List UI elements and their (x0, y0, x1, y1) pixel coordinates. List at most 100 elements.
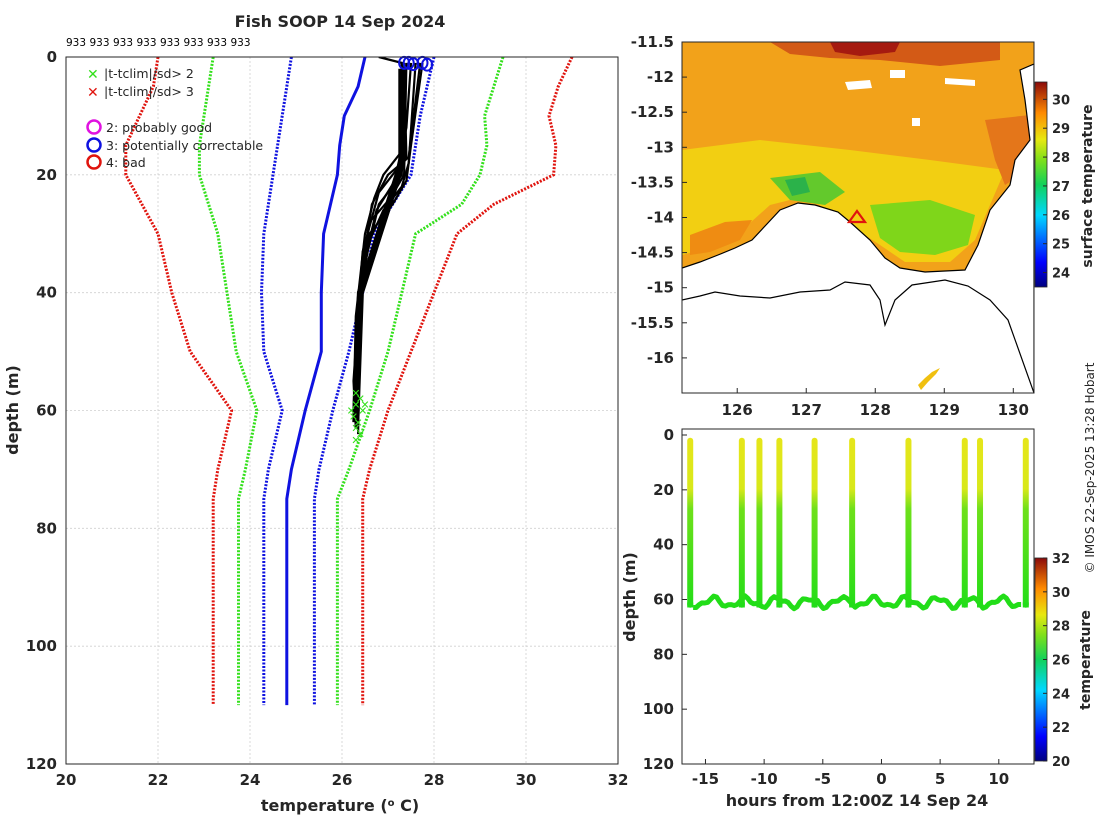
flag2sd-point: ✕ (356, 393, 365, 406)
section-x-tick-label: -10 (751, 770, 778, 788)
map-colorbar-tick-label: 30 (1052, 93, 1070, 108)
profile-count: 933 (160, 37, 180, 49)
profile-count: 933 (137, 37, 157, 49)
section-x-tick-label: 0 (876, 770, 886, 788)
map-x-tick-label: 126 (722, 401, 753, 419)
section-x-tick-label: 10 (988, 770, 1009, 788)
profile-xlabel: temperature (o C) (261, 796, 419, 815)
map-field (682, 42, 1034, 393)
y-tick-label: 40 (36, 284, 57, 302)
clim-3sd-high (361, 57, 574, 706)
profile-count: 933 (207, 37, 227, 49)
map-grid (682, 41, 1014, 393)
legend-flag4-icon (86, 154, 102, 170)
profile-count: 933 (90, 37, 110, 49)
section-colorbar-tick-label: 26 (1052, 654, 1070, 669)
map-y-tick-label: -12 (647, 68, 674, 86)
section-cast (977, 437, 984, 608)
clim-2sd-low (197, 57, 259, 706)
section-y-tick-label: 60 (653, 591, 674, 609)
section-colorbar-ticks: 20 22 24 26 28 30 32 (1043, 552, 1070, 770)
x-tick-label: 30 (516, 771, 537, 789)
flag2sd-point: ✕ (351, 434, 360, 447)
flag2sd-point: ✕ (358, 405, 367, 418)
map-y-tick-label: -14.5 (631, 244, 674, 262)
map-y-tick-label: -15 (647, 279, 674, 297)
section-colorbar-tick-label: 24 (1052, 687, 1070, 702)
ship-position-icon (846, 209, 868, 224)
climatology-lines (124, 57, 574, 706)
map-colorbar-tick-label: 28 (1052, 151, 1070, 166)
section-x-tick-label: 5 (935, 770, 945, 788)
profile-bundle (352, 68, 406, 423)
temperature-profile (352, 62, 422, 429)
map-ticks: 126 127 128 129 130 -11.5 -12 -12.5 -13 -13.5 -14 -… (631, 33, 1029, 419)
section-colorbar-tick-label: 28 (1052, 620, 1070, 635)
y-tick-label: 0 (47, 48, 57, 66)
section-colorbar-tick-label: 32 (1052, 552, 1070, 567)
profile-counts: 933 933 933 933 933 933 933 933 (66, 37, 251, 49)
flag2sd-point: ✕ (351, 422, 360, 435)
green-patch-east (870, 200, 975, 255)
profile-axes-box (65, 56, 619, 765)
map-y-tick-label: -13 (647, 138, 674, 156)
section-cast (687, 437, 694, 608)
map-y-tick-label: -12.5 (631, 103, 674, 121)
offshore-pixels (918, 368, 940, 390)
profile-count: 933 (113, 37, 133, 49)
map-y-tick-label: -16 (647, 349, 674, 367)
section-y-tick-label: 120 (643, 755, 674, 773)
section-bottom-trace (693, 593, 1022, 612)
section-x-tick-label: -15 (692, 770, 719, 788)
section-cast (849, 437, 856, 608)
section-colorbar-label: temperature (1078, 610, 1094, 710)
map-colorbar-tick-label: 29 (1052, 122, 1070, 137)
map-colorbar (1034, 81, 1048, 288)
map-y-tick-label: -15.5 (631, 314, 674, 332)
section-ylabel: depth (m) (620, 552, 639, 642)
y-tick-label: 120 (26, 755, 57, 773)
x-tick-label: 24 (240, 771, 261, 789)
section-cast (756, 437, 763, 608)
x-tick-label: 26 (332, 771, 353, 789)
section-cast (961, 437, 968, 608)
section-colorbar-tick-label: 30 (1052, 586, 1070, 601)
watermark: © IMOS 22-Sep-2025 13:28 Hobart (1083, 362, 1097, 573)
green-patch-core (785, 177, 810, 196)
profile-count: 933 (184, 37, 204, 49)
map-x-tick-label: 129 (929, 401, 960, 419)
y-tick-label: 60 (36, 402, 57, 420)
temperature-profiles (352, 57, 424, 435)
map-x-tick-label: 127 (791, 401, 822, 419)
map-x-tick-label: 130 (998, 401, 1029, 419)
x-tick-label: 32 (608, 771, 629, 789)
section-cast (738, 437, 745, 608)
profile-count: 933 (66, 37, 86, 49)
section-y-tick-label: 40 (653, 536, 674, 554)
land (682, 63, 1034, 393)
profile-grid (65, 56, 619, 765)
section-y-tick-label: 20 (653, 481, 674, 499)
map-x-tick-label: 128 (860, 401, 891, 419)
flag2sd-point: ✕ (347, 405, 356, 418)
clim-3sd-low (124, 57, 234, 706)
legend-flag3-label: 3: potentially correctable (106, 138, 263, 153)
section-y-tick-label: 80 (653, 645, 674, 663)
map-colorbar-tick-label: 24 (1052, 267, 1070, 282)
y-tick-label: 20 (36, 166, 57, 184)
map-colorbar-tick-label: 26 (1052, 209, 1070, 224)
profile-markers: ✕✕✕✕✕✕✕✕✕ ✕✕ (347, 55, 434, 447)
y-tick-label: 80 (36, 519, 57, 537)
warm-north-band (770, 42, 1000, 66)
profile-start (378, 57, 402, 64)
section-cast (811, 437, 818, 608)
section-cast (776, 437, 783, 608)
profile-ylabel: depth (m) (3, 365, 22, 455)
legend-cross2-icon: ✕ (87, 67, 99, 83)
legend: ✕ |t-tclim|/sd> 2 ✕ |t-tclim|/sd> 3 2: p… (86, 66, 263, 170)
hot-spot-north (830, 42, 900, 56)
section-cast (1022, 437, 1029, 608)
figure-title: Fish SOOP 14 Sep 2024 (235, 12, 446, 31)
